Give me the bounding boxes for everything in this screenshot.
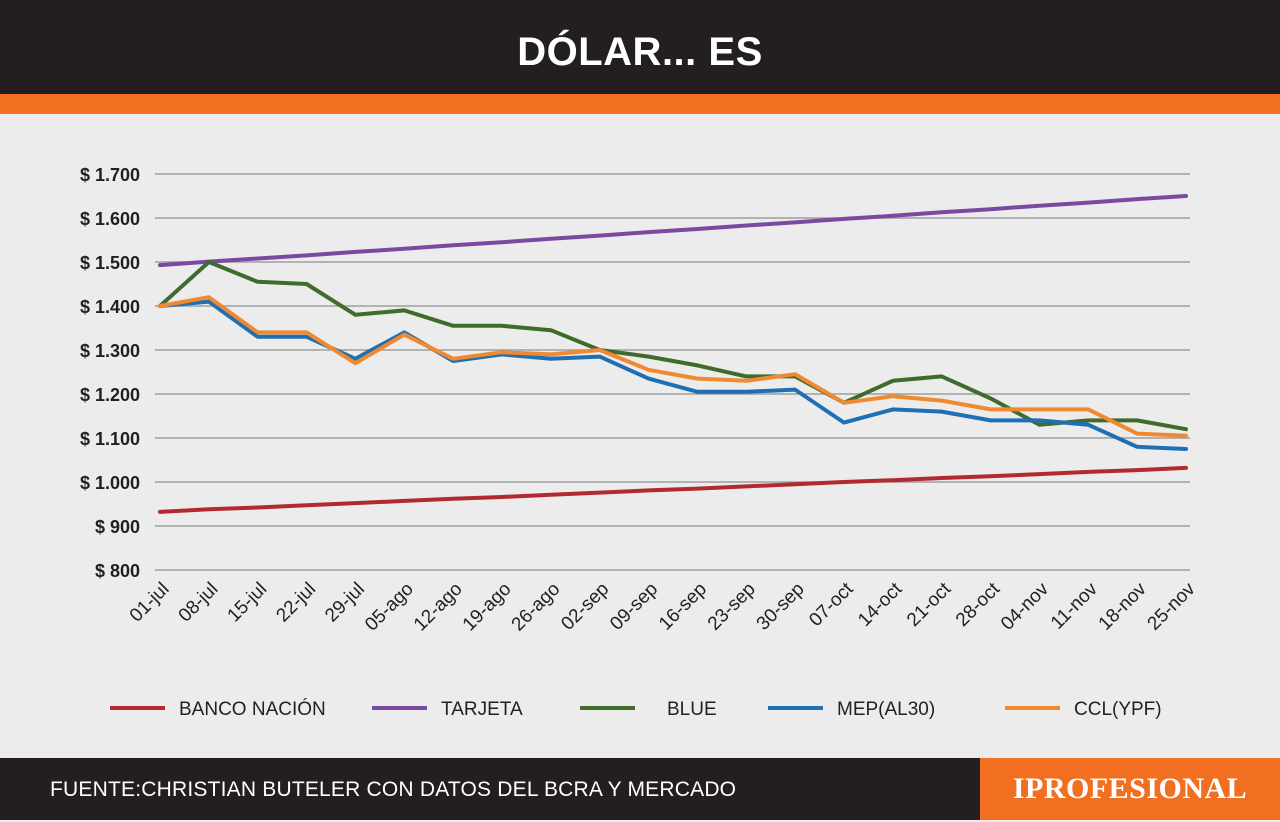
y-tick-label: $ 1.700 bbox=[80, 165, 140, 185]
x-tick-label: 28-oct bbox=[952, 578, 1005, 631]
series-line-5 bbox=[158, 295, 1188, 438]
x-tick-label: 23-sep bbox=[704, 579, 760, 635]
y-tick-label: $ 1.500 bbox=[80, 253, 140, 273]
x-tick-label: 12-ago bbox=[410, 579, 467, 636]
x-tick-label: 02-sep bbox=[557, 579, 613, 635]
x-tick-label: 22-jul bbox=[272, 579, 320, 627]
x-tick-label: 19-ago bbox=[459, 579, 516, 636]
x-tick-label: 05-ago bbox=[361, 579, 418, 636]
x-tick-label: 01-jul bbox=[126, 579, 174, 627]
y-tick-label: $ 1.200 bbox=[80, 385, 140, 405]
y-tick-label: $ 1.300 bbox=[80, 341, 140, 361]
x-tick-label: 09-sep bbox=[606, 579, 662, 635]
brand-logo: IPROFESIONAL bbox=[1012, 772, 1248, 805]
legend-label: BANCO NACIÓN bbox=[179, 698, 326, 720]
series-line-2 bbox=[158, 194, 1188, 268]
x-tick-label: 04-nov bbox=[997, 578, 1053, 634]
source-note: FUENTE:CHRISTIAN BUTELER CON DATOS DEL B… bbox=[50, 778, 737, 801]
y-tick-label: $ 1.600 bbox=[80, 209, 140, 229]
x-tick-label: 30-sep bbox=[753, 579, 809, 635]
series-line-1 bbox=[158, 465, 1188, 514]
x-tick-label: 25-nov bbox=[1144, 578, 1200, 634]
y-tick-label: $ 1.000 bbox=[80, 473, 140, 493]
legend-label: CCL(YPF) bbox=[1074, 699, 1162, 720]
y-tick-label: $ 1.100 bbox=[80, 429, 140, 449]
legend-label: MEP(AL30) bbox=[837, 699, 935, 720]
x-tick-label: 18-nov bbox=[1095, 578, 1151, 634]
y-tick-label: $ 1.400 bbox=[80, 297, 140, 317]
x-tick-label: 14-oct bbox=[854, 578, 907, 631]
x-tick-label: 16-sep bbox=[655, 579, 711, 635]
footer-bar: FUENTE:CHRISTIAN BUTELER CON DATOS DEL B… bbox=[0, 758, 1280, 820]
brand-box: IPROFESIONAL bbox=[980, 758, 1280, 820]
series-line-3 bbox=[158, 260, 1188, 432]
x-tick-label: 15-jul bbox=[224, 579, 272, 627]
line-chart: $ 800 $ 900 $ 1.000 $ 1.100 $ 1.200 $ 1.300 $ … bbox=[80, 165, 1200, 720]
y-tick-label: $ 900 bbox=[95, 517, 140, 537]
x-tick-label: 21-oct bbox=[903, 578, 956, 631]
y-tick-label: $ 800 bbox=[95, 561, 140, 581]
x-tick-label: 07-oct bbox=[805, 578, 858, 631]
chart-area: $ 800 $ 900 $ 1.000 $ 1.100 $ 1.200 $ 1.300 $ … bbox=[0, 114, 1280, 758]
legend-label: BLUE bbox=[667, 699, 717, 720]
header-bar bbox=[0, 0, 1280, 94]
accent-stripe bbox=[0, 94, 1280, 114]
x-tick-label: 11-nov bbox=[1047, 578, 1102, 633]
chart-title: DÓLAR... ES bbox=[517, 30, 763, 74]
x-tick-label: 26-ago bbox=[508, 579, 565, 636]
x-tick-label: 08-jul bbox=[175, 579, 223, 627]
legend-label: TARJETA bbox=[441, 699, 523, 720]
